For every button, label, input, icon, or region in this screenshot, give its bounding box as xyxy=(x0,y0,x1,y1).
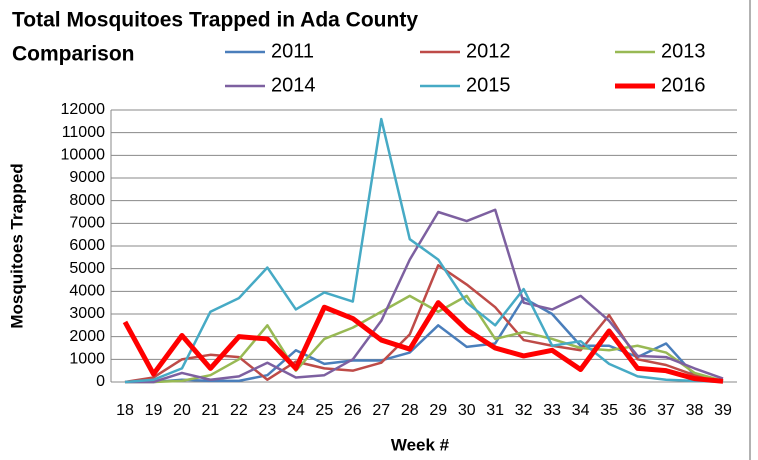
series-line xyxy=(122,300,724,384)
series-line xyxy=(124,117,724,384)
y-tick-label: 1000 xyxy=(69,351,105,368)
y-tick-label: 11000 xyxy=(62,124,105,141)
legend-label: 2016 xyxy=(661,74,706,96)
x-tick-label: 20 xyxy=(173,402,191,419)
x-tick-label: 37 xyxy=(657,402,675,419)
x-tick-label: 27 xyxy=(372,402,390,419)
y-tick-label: 2000 xyxy=(69,328,105,345)
x-tick-label: 33 xyxy=(543,402,561,419)
x-tick-label: 35 xyxy=(600,402,618,419)
x-tick-label: 24 xyxy=(287,402,305,419)
x-tick-label: 22 xyxy=(230,402,248,419)
x-tick-label: 38 xyxy=(686,402,704,419)
x-tick-label: 31 xyxy=(486,402,504,419)
x-tick-label: 25 xyxy=(315,402,333,419)
chart-title: Comparison xyxy=(12,43,135,66)
x-tick-label: 36 xyxy=(629,402,647,419)
x-tick-label: 18 xyxy=(116,402,134,419)
y-tick-label: 4000 xyxy=(69,283,105,300)
x-tick-label: 26 xyxy=(344,402,362,419)
legend-label: 2012 xyxy=(466,40,511,62)
y-tick-label: 5000 xyxy=(69,260,105,277)
y-tick-label: 8000 xyxy=(69,192,105,209)
y-tick-label: 9000 xyxy=(69,169,105,186)
x-tick-label: 30 xyxy=(458,402,476,419)
x-tick-label: 19 xyxy=(145,402,163,419)
y-axis-label: Mosquitoes Trapped xyxy=(7,163,26,328)
series-line xyxy=(125,208,724,384)
x-tick-label: 23 xyxy=(258,402,276,419)
y-tick-label: 6000 xyxy=(69,237,105,254)
legend-label: 2013 xyxy=(661,40,706,62)
chart-title: Total Mosquitoes Trapped in Ada County xyxy=(12,9,418,32)
x-axis-label: Week # xyxy=(391,435,450,454)
legend-label: 2015 xyxy=(466,74,511,96)
x-tick-label: 21 xyxy=(202,402,220,419)
y-tick-label: 12000 xyxy=(61,101,106,118)
x-tick-label: 34 xyxy=(572,402,590,419)
y-tick-label: 7000 xyxy=(69,215,105,232)
y-tick-label: 3000 xyxy=(69,305,105,322)
legend-label: 2011 xyxy=(271,40,314,62)
legend-label: 2014 xyxy=(271,74,316,96)
x-tick-label: 28 xyxy=(401,402,419,419)
x-tick-label: 29 xyxy=(429,402,447,419)
x-tick-label: 39 xyxy=(714,402,732,419)
y-tick-label: 10000 xyxy=(61,147,106,164)
x-tick-label: 32 xyxy=(515,402,533,419)
y-tick-label: 0 xyxy=(96,373,105,390)
